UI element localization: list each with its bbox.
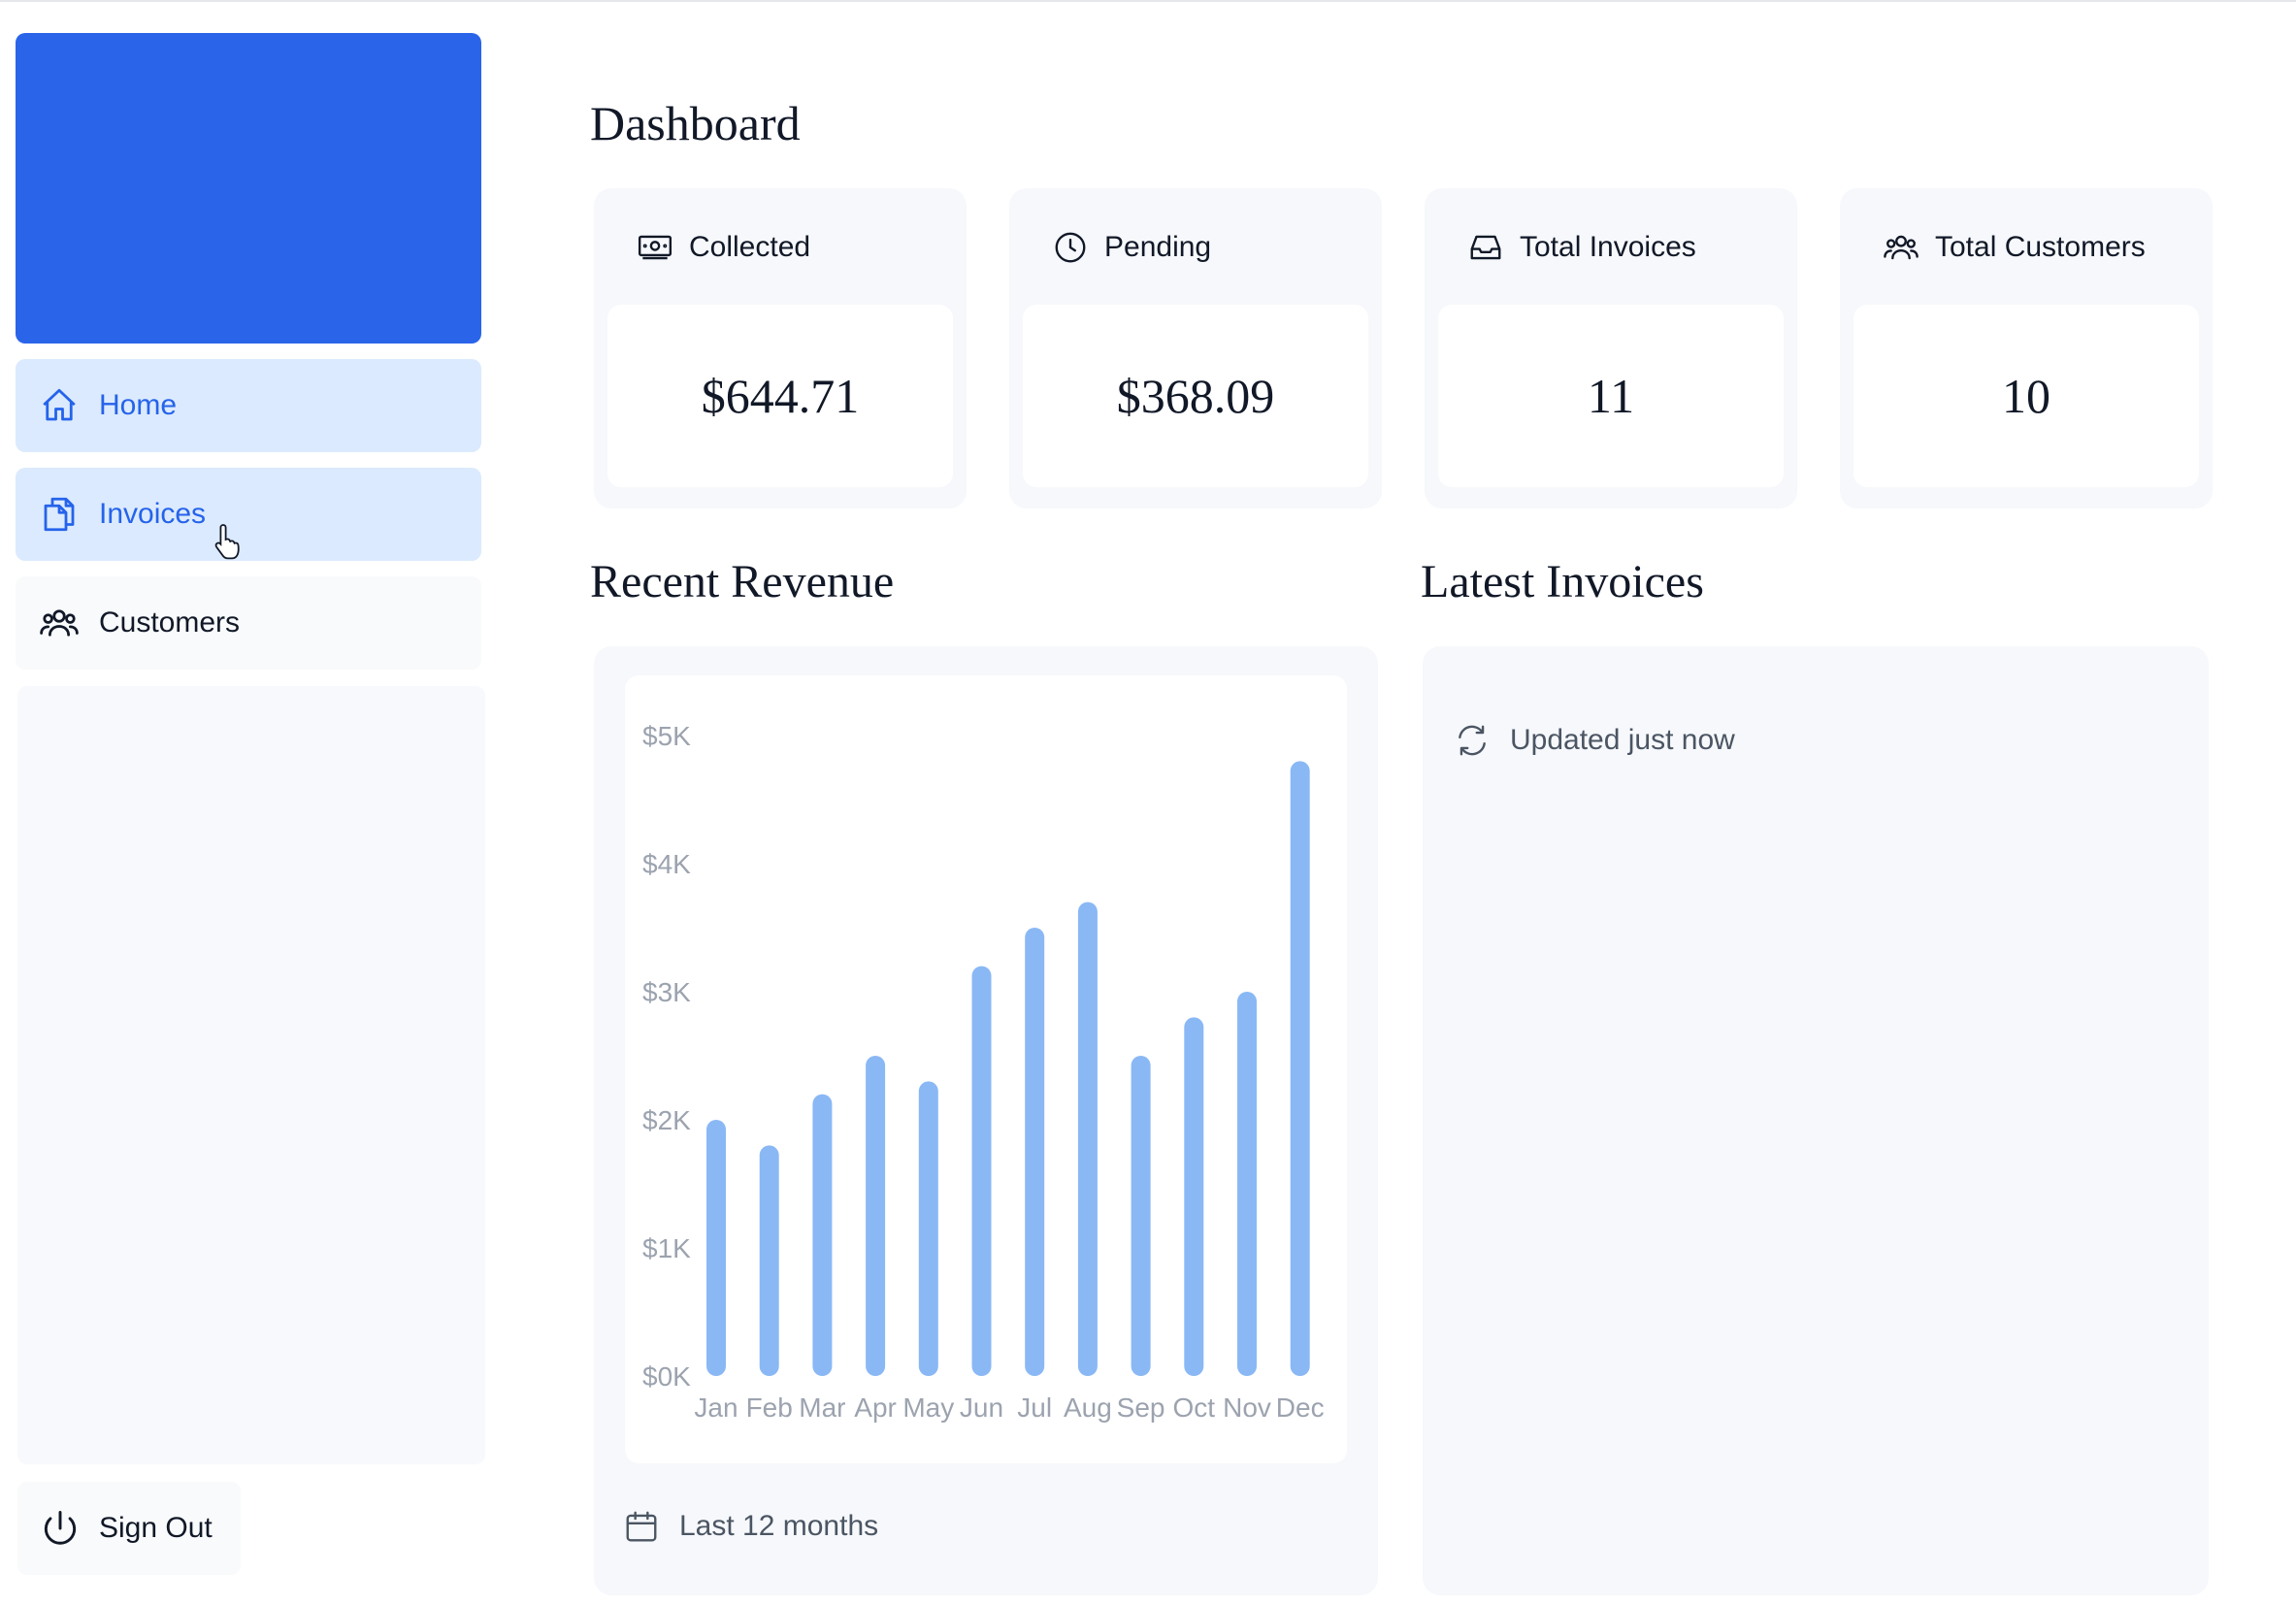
updated-status: Updated just now [1510,724,1735,756]
chart-bar [812,1094,833,1376]
latest-invoices-title: Latest Invoices [1421,556,1704,607]
home-icon [39,385,80,426]
chart-bar [1131,1056,1151,1376]
card-label: Collected [689,231,811,263]
card-pending: Pending $368.09 [1009,188,1382,508]
inbox-icon [1467,229,1504,266]
x-tick-label: Jun [960,1392,1003,1423]
chart-bar [706,1120,726,1376]
sidebar-item-label: Customers [99,606,241,639]
revenue-chart: $5K $4K $3K $2K $1K $0K Jan Feb Mar Apr May Jun Jul A… [625,675,1347,1463]
y-tick-label: $2K [642,1105,691,1135]
chart-bar [1290,761,1310,1376]
sign-out-label: Sign Out [99,1512,213,1544]
refresh-icon [1454,722,1491,759]
latest-invoices-panel: Updated just now [1423,646,2209,1595]
y-tick-label: $4K [642,849,691,879]
card-total-invoices: Total Invoices 11 [1425,188,1797,508]
card-total-customers: Total Customers 10 [1840,188,2213,508]
banknotes-icon [637,229,673,266]
top-border [0,0,2296,2]
x-tick-label: Aug [1064,1392,1112,1423]
page-title: Dashboard [590,96,801,150]
chart-bar [1184,1017,1204,1376]
sidebar-item-label: Home [99,389,178,421]
chart-bar [1077,901,1098,1376]
chart-bar [759,1145,779,1376]
x-tick-label: Dec [1276,1392,1325,1423]
chart-footer-label: Last 12 months [679,1510,879,1542]
card-label: Total Customers [1935,231,2146,263]
x-tick-label: Jul [1017,1392,1052,1423]
chart-bar [918,1081,938,1376]
card-value: 10 [1853,305,2199,487]
card-value: $368.09 [1023,305,1368,487]
card-label: Pending [1104,231,1212,263]
card-collected: Collected $644.71 [594,188,967,508]
x-tick-label: Sep [1117,1392,1165,1423]
sidebar-item-home[interactable]: Home [16,359,481,452]
x-tick-label: Oct [1173,1392,1216,1423]
chart-bar [971,966,992,1376]
calendar-icon [623,1508,660,1545]
y-tick-label: $0K [642,1361,691,1392]
sidebar-spacer [17,686,485,1464]
chart-bar [1025,928,1045,1376]
x-tick-label: Mar [799,1392,845,1423]
pointer-cursor-icon [213,522,245,561]
chart-bar [866,1056,886,1376]
card-value: 11 [1438,305,1784,487]
card-label: Total Invoices [1520,231,1696,263]
x-tick-label: Apr [854,1392,897,1423]
power-icon [39,1507,82,1550]
card-value: $644.71 [607,305,953,487]
y-tick-label: $5K [642,721,691,751]
revenue-panel: $5K $4K $3K $2K $1K $0K Jan Feb Mar Apr May Jun Jul A… [594,646,1378,1595]
user-group-icon [1883,229,1919,266]
sidebar-item-label: Invoices [99,498,207,530]
user-group-icon [39,603,80,643]
chart-bar [1237,992,1257,1376]
x-tick-label: Feb [746,1392,793,1423]
document-duplicate-icon [39,494,80,535]
y-tick-label: $3K [642,977,691,1007]
x-tick-label: Nov [1223,1392,1271,1423]
sidebar-item-invoices[interactable]: Invoices [16,468,481,561]
clock-icon [1052,229,1089,266]
sign-out-button[interactable]: Sign Out [17,1482,241,1575]
recent-revenue-title: Recent Revenue [590,556,895,607]
logo-block[interactable] [16,33,481,344]
x-tick-label: May [902,1392,954,1423]
sidebar-item-customers[interactable]: Customers [16,576,481,670]
y-tick-label: $1K [642,1233,691,1263]
x-tick-label: Jan [694,1392,738,1423]
